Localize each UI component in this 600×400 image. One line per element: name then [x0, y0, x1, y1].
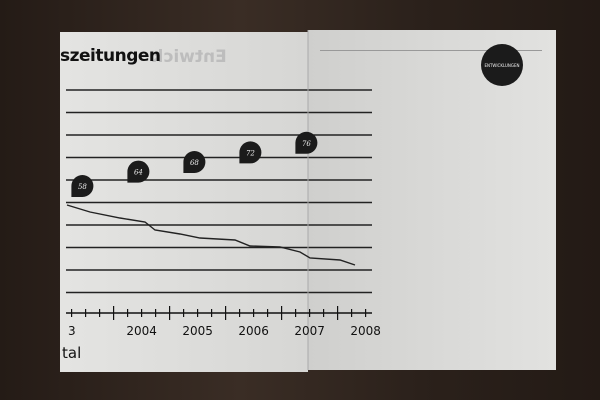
- value-bubble: [183, 151, 206, 173]
- value-bubble: [295, 131, 318, 154]
- value-bubble: [239, 141, 262, 164]
- x-tick-label: 2005: [182, 324, 213, 338]
- x-tick-label: 2006: [238, 324, 269, 338]
- x-tick-label: 2007: [294, 324, 325, 338]
- header-rule: [320, 50, 542, 51]
- x-tick-label: 2004: [126, 324, 157, 338]
- value-bubble: [127, 160, 150, 183]
- data-line: [66, 204, 356, 266]
- bubble-label: 58: [78, 183, 87, 191]
- section-badge: ENTWICKLUNGEN: [481, 44, 523, 86]
- page-title: szeitungen: [60, 46, 161, 66]
- bubble-label: 72: [246, 149, 255, 157]
- x-tick-label: 2008: [350, 324, 381, 338]
- bubble-label: 64: [134, 169, 143, 177]
- value-bubble: [71, 175, 94, 197]
- bubble-label: 68: [190, 159, 199, 167]
- footer-label: tal: [62, 344, 82, 362]
- x-tick-label: 3: [68, 324, 76, 338]
- bubble-label: 76: [302, 140, 311, 148]
